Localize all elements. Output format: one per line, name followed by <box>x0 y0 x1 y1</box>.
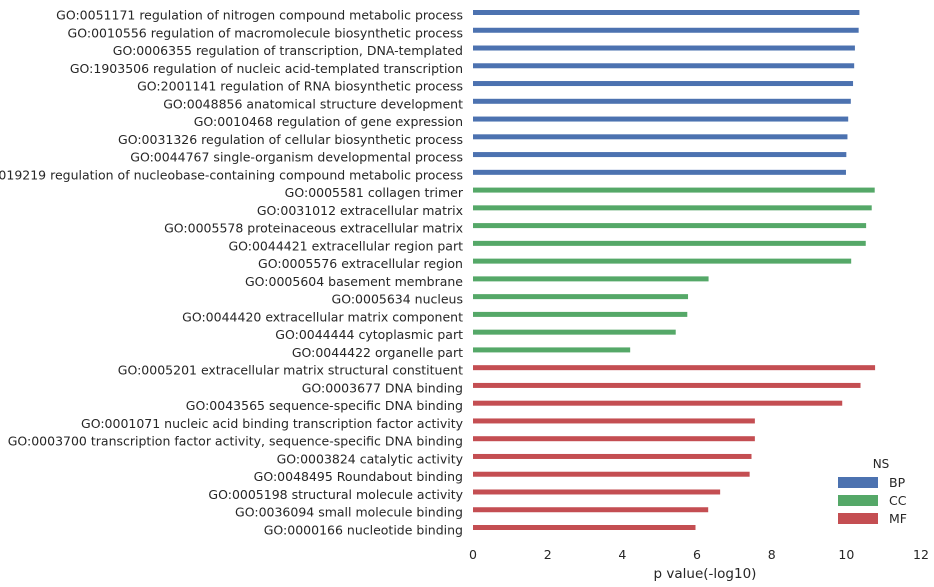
x-tick-label: 10 <box>838 547 854 562</box>
category-label: GO:0005576 extracellular region <box>258 256 463 271</box>
bar-cc <box>473 276 709 282</box>
category-label: GO:0048856 anatomical structure developm… <box>163 96 463 111</box>
bar-mf <box>473 525 696 530</box>
category-label: GO:1903506 regulation of nucleic acid-te… <box>70 61 463 76</box>
bar-bp <box>473 10 860 15</box>
category-label: GO:0044421 extracellular region part <box>228 238 463 253</box>
bar-cc <box>473 187 875 193</box>
x-tick-label: 4 <box>618 547 626 562</box>
x-tick-label: 6 <box>693 547 701 562</box>
category-label: GO:0019219 regulation of nucleobase-cont… <box>0 167 463 182</box>
category-label: GO:0044422 organelle part <box>292 345 463 360</box>
category-label: GO:0010468 regulation of gene expression <box>194 114 463 129</box>
bar-mf <box>473 436 755 442</box>
legend-label: BP <box>889 475 906 490</box>
category-label: GO:0048495 Roundabout binding <box>254 469 463 484</box>
x-axis: 0 2 4 6 8 10 12 <box>469 547 929 562</box>
bar-cc <box>473 205 872 211</box>
bars <box>473 10 876 530</box>
x-tick-label: 0 <box>469 547 477 562</box>
category-label: GO:0005634 nucleus <box>332 292 463 307</box>
bar-mf <box>473 507 709 513</box>
bar-mf <box>473 418 755 424</box>
bar-bp <box>473 116 849 122</box>
bar-bp <box>473 63 855 69</box>
bar-cc <box>473 240 866 246</box>
category-label: GO:0005581 collagen trimer <box>285 185 464 200</box>
bar-bp <box>473 98 851 104</box>
bar-bp <box>473 134 848 140</box>
category-label: GO:0031326 regulation of cellular biosyn… <box>118 132 463 147</box>
category-label: GO:0003824 catalytic activity <box>277 451 464 466</box>
x-axis-title: p value(-log10) <box>654 566 757 582</box>
category-label: GO:0003700 transcription factor activity… <box>8 434 463 449</box>
bar-bp <box>473 169 846 175</box>
category-label: GO:0043565 sequence-specific DNA binding <box>186 398 463 413</box>
category-label: GO:0006355 regulation of transcription, … <box>113 43 463 58</box>
x-tick-label: 12 <box>913 547 929 562</box>
bar-mf <box>473 471 750 477</box>
category-label: GO:0044420 extracellular matrix componen… <box>182 309 463 324</box>
category-label: GO:0005578 proteinaceous extracellular m… <box>164 221 463 236</box>
category-label: GO:0003677 DNA binding <box>302 380 463 395</box>
bar-mf <box>473 489 721 495</box>
bar-cc <box>473 258 852 264</box>
legend-swatch-cc <box>838 495 878 506</box>
bar-mf <box>473 453 752 459</box>
category-label: GO:0036094 small molecule binding <box>235 505 463 520</box>
bar-cc <box>473 329 676 335</box>
category-label: GO:0044767 single-organism developmental… <box>130 150 463 165</box>
legend-swatch-bp <box>838 477 878 488</box>
bar-mf <box>473 382 861 388</box>
bar-mf <box>473 400 843 406</box>
category-label: GO:0005201 extracellular matrix structur… <box>118 363 463 378</box>
category-label: GO:0031012 extracellular matrix <box>257 203 463 218</box>
legend-label: CC <box>889 493 907 508</box>
bar-bp <box>473 81 854 87</box>
category-label: GO:0005198 structural molecule activity <box>208 487 463 502</box>
category-label: GO:2001141 regulation of RNA biosyntheti… <box>137 79 463 94</box>
bar-bp <box>473 45 855 51</box>
bar-mf <box>473 365 876 371</box>
bar-cc <box>473 347 631 353</box>
bar-cc <box>473 311 688 317</box>
category-label: GO:0001071 nucleic acid binding transcri… <box>81 416 464 431</box>
bar-cc <box>473 294 689 300</box>
category-label: GO:0005604 basement membrane <box>245 274 463 289</box>
legend-title: NS <box>873 457 890 471</box>
legend-swatch-mf <box>838 513 878 524</box>
bar-bp <box>473 152 847 158</box>
category-label: GO:0000166 nucleotide binding <box>264 523 463 538</box>
category-label: GO:0051171 regulation of nitrogen compou… <box>56 8 463 23</box>
category-label: GO:0010556 regulation of macromolecule b… <box>68 25 463 40</box>
x-tick-label: 2 <box>544 547 552 562</box>
x-tick-label: 8 <box>768 547 776 562</box>
category-labels: GO:0051171 regulation of nitrogen compou… <box>0 8 464 538</box>
bar-cc <box>473 223 867 229</box>
bar-bp <box>473 27 859 33</box>
legend-label: MF <box>889 511 907 526</box>
legend: NS BP CC MF <box>838 457 907 526</box>
category-label: GO:0044444 cytoplasmic part <box>275 327 463 342</box>
